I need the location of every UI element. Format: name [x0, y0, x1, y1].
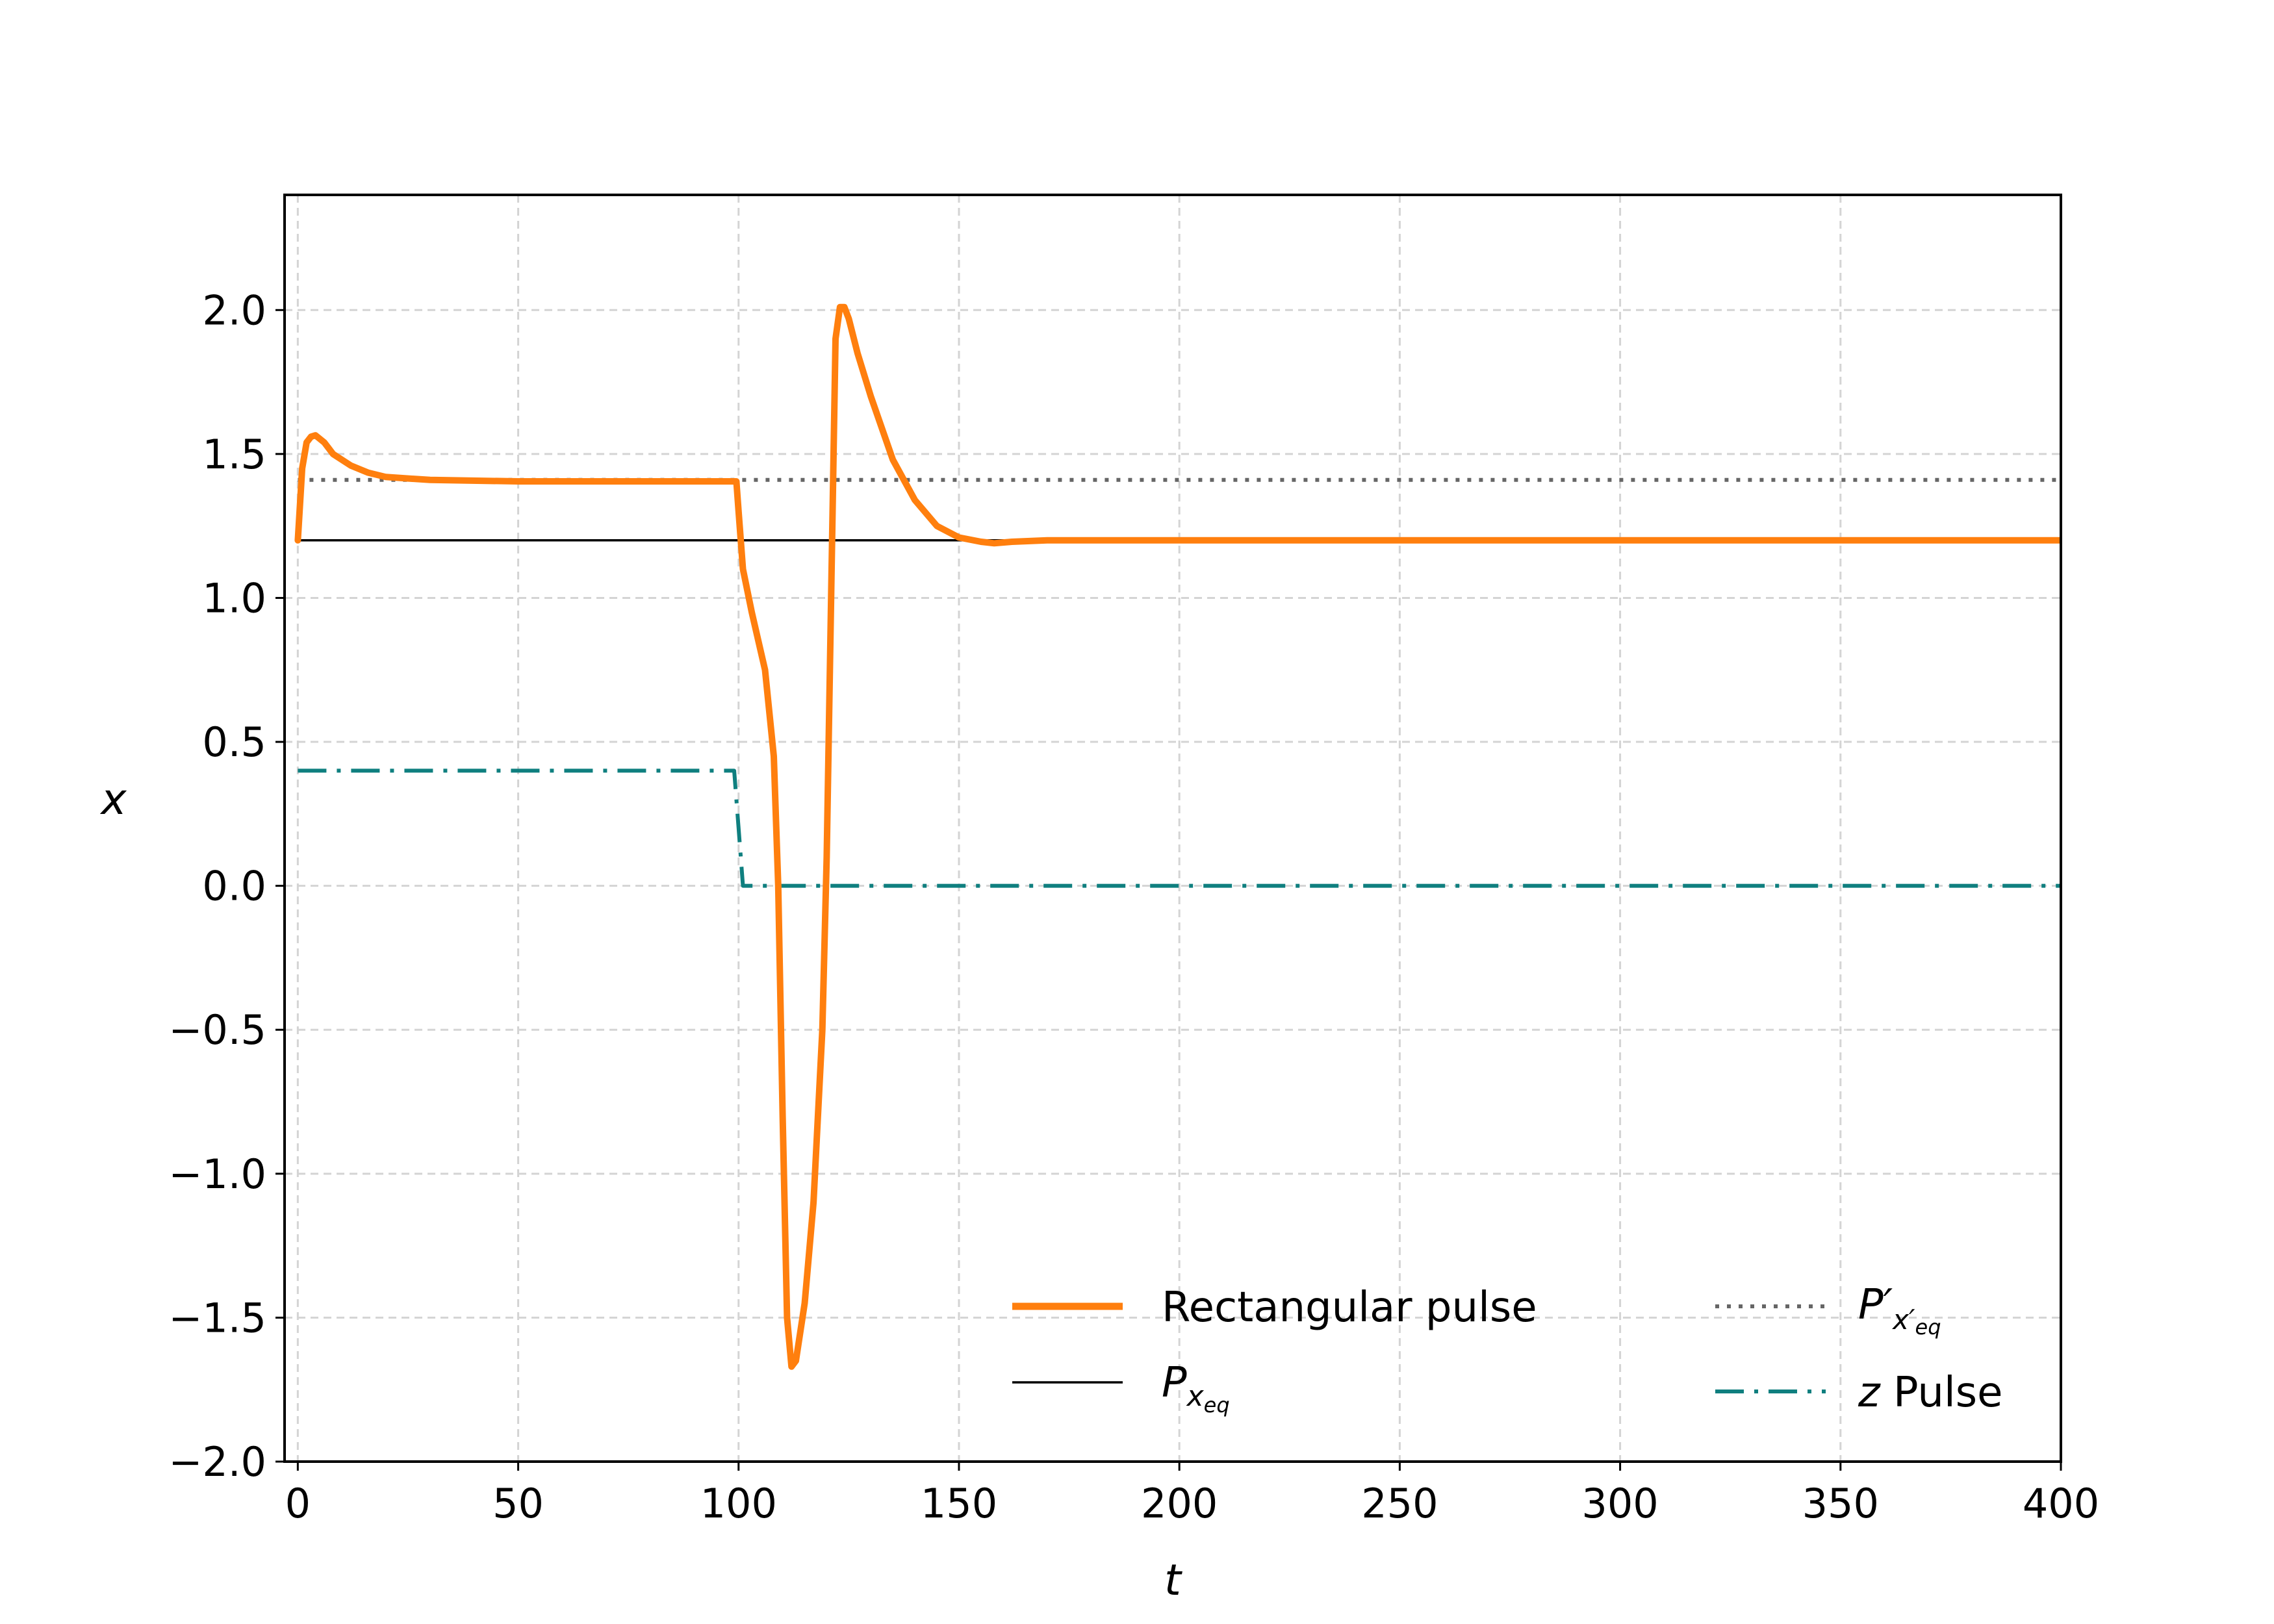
legend-label-p-xeq: Pxeq [1162, 1359, 1230, 1417]
x-tick-label: 400 [2023, 1480, 2099, 1527]
x-tick-label: 150 [921, 1480, 997, 1527]
y-tick-label: −1.5 [168, 1294, 266, 1341]
y-tick-label: −0.5 [168, 1006, 266, 1054]
x-tick-label: 250 [1361, 1480, 1438, 1527]
y-tick-label: 1.0 [202, 574, 266, 622]
x-tick-label: 50 [492, 1480, 544, 1527]
series-line-rectangular-pulse [294, 303, 2061, 1370]
y-tick-label: 0.5 [202, 718, 266, 766]
series-line-z-pulse [298, 768, 2061, 888]
legend-label-z-pulse: z Pulse [1858, 1369, 2002, 1417]
y-tick-label: 1.5 [202, 431, 266, 478]
x-tick-label: 300 [1581, 1480, 1658, 1527]
x-tick-label: 350 [1802, 1480, 1879, 1527]
y-tick-label: 0.0 [202, 863, 266, 910]
y-tick-label: −2.0 [168, 1438, 266, 1486]
x-tick-label: 100 [700, 1480, 777, 1527]
x-tick-label: 0 [285, 1480, 311, 1527]
y-tick-label: −1.0 [168, 1150, 266, 1198]
x-tick-label: 200 [1141, 1480, 1218, 1527]
x-axis-label: t [1164, 1555, 1182, 1605]
y-axis-label: x [99, 774, 127, 824]
legend: Rectangular pulse Pxeq P′x′eq z Pulse [1012, 1281, 2002, 1417]
axis-ticks: 0 50 100 150 200 250 300 350 400 −2.0 −1.5 −1.0 −0.5… [168, 286, 2099, 1527]
plot-frame [283, 194, 2062, 1463]
y-tick-label: 2.0 [202, 286, 266, 334]
legend-label-rectangular-pulse: Rectangular pulse [1162, 1284, 1537, 1332]
series-layer [294, 303, 2061, 1370]
legend-label-pprime-xeq: P′x′eq [1858, 1281, 1941, 1339]
